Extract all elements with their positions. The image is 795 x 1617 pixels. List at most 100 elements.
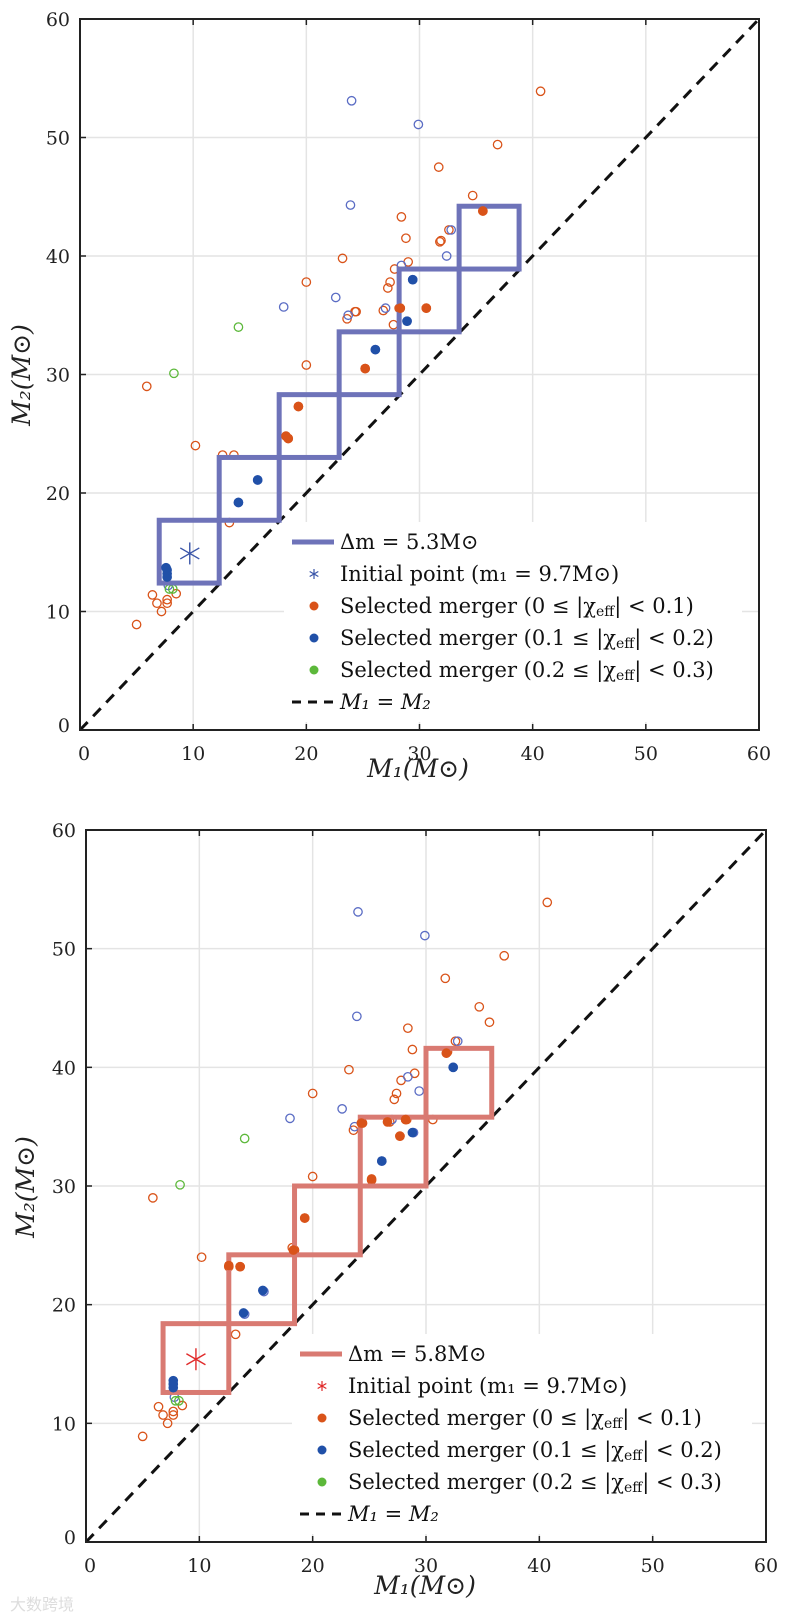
- legend-label-part: eff: [596, 604, 615, 620]
- merger-point-orange: [396, 212, 407, 222]
- selected-merger-orange: [224, 1260, 234, 1271]
- legend: Δm = 5.8M⊙ Initial point (m₁ = 9.7M⊙) Sele…: [292, 1334, 752, 1534]
- merger-point-orange: [436, 235, 446, 246]
- x-axis-label: M₁(M⊙): [373, 1571, 476, 1600]
- x-tick-label: 0: [78, 743, 90, 765]
- selected-merger-orange: [366, 1174, 377, 1184]
- star-arm: [309, 573, 315, 578]
- merger-point-orange: [474, 1001, 485, 1012]
- legend-label-part: Selected merger (0.1 ≤ |χ: [340, 626, 616, 651]
- merger-point-orange: [230, 1329, 241, 1340]
- merger-point-orange: [137, 1431, 148, 1442]
- legend: Δm = 5.3M⊙ Initial point (m₁ = 9.7M⊙) Sele…: [284, 522, 742, 722]
- selected-merger-blue: [402, 316, 412, 326]
- merger-point-green: [174, 1395, 184, 1406]
- y-tick-label: 0: [64, 1527, 76, 1549]
- x-tick-label: 30: [407, 743, 431, 765]
- x-tick-label: 50: [634, 743, 658, 765]
- y-tick-label: 50: [46, 128, 70, 150]
- merger-point-orange: [158, 1410, 168, 1420]
- star-arm: [186, 1358, 197, 1366]
- merger-point-orange: [382, 283, 393, 293]
- chart-panel-2: 0 10 20 30 40 50 60 0 10 20 30 40 50 60 M₁(M⊙) M₂(M⊙) Δm…: [11, 820, 778, 1600]
- merger-point-orange: [196, 1252, 207, 1263]
- merger-point-orange: [301, 277, 312, 287]
- legend-merger-label: Selected merger (0 ≤ |χeff| < 0.1): [348, 1406, 702, 1432]
- y-axis-label: M₂(M⊙): [11, 1136, 40, 1239]
- selected-merger-orange: [400, 1114, 411, 1125]
- merger-point-orange: [378, 305, 389, 316]
- legend-background: [284, 522, 742, 722]
- merger-point-blue: [285, 1113, 295, 1124]
- mass-step-box: [276, 392, 342, 460]
- selected-merger-orange: [356, 1118, 367, 1128]
- star-arm: [321, 1385, 327, 1390]
- merger-point-blue: [446, 225, 457, 235]
- legend-label-part: Selected merger (0.1 ≤ |χ: [348, 1438, 624, 1463]
- legend-dot-blue: [317, 1445, 327, 1455]
- legend-dot-orange: [317, 1413, 327, 1423]
- selected-merger-orange: [283, 433, 294, 444]
- mass-step-box: [357, 1114, 429, 1189]
- x-tick-label: 30: [414, 1555, 438, 1577]
- mass-step-box: [292, 1183, 363, 1258]
- y-tick-label: 60: [46, 9, 70, 31]
- x-tick-label: 60: [754, 1555, 778, 1577]
- merger-point-orange: [141, 381, 152, 392]
- star-arm: [317, 1382, 323, 1387]
- legend-label-part: Selected merger (0.2 ≤ |χ: [340, 658, 616, 683]
- merger-point-orange: [168, 1410, 179, 1420]
- legend-merger-label: Selected merger (0 ≤ |χeff| < 0.1): [340, 594, 694, 620]
- merger-point-blue: [420, 930, 430, 941]
- legend-star-icon: [309, 569, 319, 579]
- merger-point-orange: [492, 139, 503, 150]
- legend-box-label: Δm = 5.3M⊙: [340, 530, 479, 554]
- selected-merger-orange: [395, 1131, 405, 1141]
- axes-frame: [85, 829, 767, 1543]
- legend-initial-label: Initial point (m₁ = 9.7M⊙): [348, 1374, 627, 1398]
- y-tick-label: 10: [52, 1413, 76, 1435]
- merger-point-orange: [190, 440, 201, 451]
- legend-dot-blue: [309, 633, 319, 643]
- x-tick-label: 40: [527, 1555, 551, 1577]
- legend-label-part: | < 0.2): [634, 626, 714, 651]
- legend-dot-orange: [309, 601, 319, 611]
- selected-merger-blue: [448, 1062, 459, 1073]
- merger-point-blue: [414, 1086, 425, 1096]
- legend-label-part: Selected merger (0.2 ≤ |χ: [348, 1470, 624, 1495]
- legend-diagonal-label: M₁ = M₂: [339, 690, 431, 714]
- merger-point-blue: [403, 1071, 413, 1082]
- star-arm: [313, 570, 319, 575]
- selected-merger-blue: [407, 274, 418, 285]
- star-arm: [179, 552, 191, 560]
- star-arm: [321, 1382, 327, 1387]
- legend-merger-label: Selected merger (0.2 ≤ |χeff| < 0.3): [348, 1470, 722, 1496]
- legend-label-part: | < 0.3): [642, 1470, 722, 1495]
- merger-point-blue: [345, 200, 356, 210]
- legend-label-part: | < 0.3): [634, 658, 714, 683]
- merger-point-green: [233, 322, 244, 332]
- legend-label-part: eff: [604, 1416, 623, 1432]
- merger-point-blue: [343, 310, 354, 321]
- selected-merger-blue: [258, 1285, 268, 1296]
- watermark: 大数跨境: [10, 1595, 74, 1614]
- selected-merger-blue: [407, 1127, 418, 1138]
- merger-point-orange: [147, 590, 158, 600]
- merger-point-orange: [535, 86, 546, 97]
- legend-merger-label: Selected merger (0.1 ≤ |χeff| < 0.2): [340, 626, 714, 652]
- selected-merger-blue: [168, 1375, 179, 1386]
- selected-merger-orange: [395, 303, 406, 313]
- star-arm: [309, 570, 315, 575]
- x-tick-label: 50: [641, 1555, 665, 1577]
- merger-point-orange: [307, 1088, 318, 1099]
- star-arm: [186, 1353, 197, 1360]
- star-arm: [179, 547, 191, 555]
- merger-point-blue: [353, 907, 363, 917]
- merger-point-green: [175, 1179, 185, 1190]
- merger-point-blue: [337, 1104, 347, 1114]
- legend-dot-green: [309, 665, 319, 675]
- merger-point-blue: [380, 303, 391, 313]
- x-tick-label: 40: [521, 743, 545, 765]
- x-tick-label: 10: [187, 1555, 211, 1577]
